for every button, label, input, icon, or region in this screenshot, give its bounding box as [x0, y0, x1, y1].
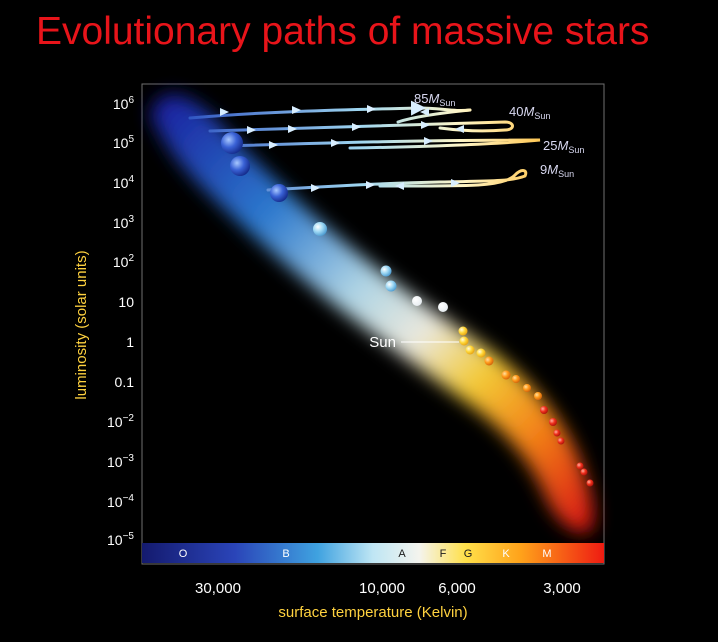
star-marker: [534, 392, 542, 400]
arrow-icon: [269, 141, 278, 149]
spectral-class-b: B: [282, 548, 289, 560]
track-label-40: 40MSun: [509, 104, 550, 121]
arrow-icon: [366, 181, 375, 189]
y-tick-label: 1: [126, 334, 134, 350]
arrow-icon: [331, 139, 340, 147]
star-marker: [465, 345, 475, 355]
track-arrows: [220, 105, 464, 192]
star-marker: [230, 156, 250, 176]
star-marker: [512, 375, 520, 383]
spectral-class-bar: [142, 543, 604, 563]
y-tick-label: 104: [113, 174, 135, 191]
x-axis-title: surface temperature (Kelvin): [278, 604, 467, 621]
star-marker: [458, 326, 468, 336]
track-label-25: 25MSun: [543, 138, 584, 155]
star-marker: [484, 356, 494, 366]
arrow-icon: [367, 105, 376, 113]
y-tick-label: 10−3: [107, 453, 134, 470]
y-tick-label: 102: [113, 253, 135, 270]
y-tick-label: 103: [113, 214, 135, 231]
x-tick-label: 3,000: [543, 580, 581, 597]
y-tick-label: 10−4: [107, 493, 134, 510]
arrow-icon: [424, 137, 433, 145]
y-axis-title: luminosity (solar units): [73, 250, 90, 399]
arrow-icon: [352, 123, 361, 131]
arrow-icon: [455, 125, 464, 133]
main-sequence-band: [150, 94, 594, 534]
spectral-class-a: A: [398, 548, 406, 560]
spectral-class-m: M: [542, 548, 551, 560]
arrow-icon: [288, 125, 297, 133]
track-85-msun-return: [396, 108, 472, 124]
star-marker: [580, 468, 588, 476]
y-tick-label: 106: [113, 95, 135, 112]
arrow-icon: [421, 121, 430, 129]
arrow-icon: [220, 108, 229, 116]
track-label-9: 9MSun: [540, 162, 574, 179]
sun-label: Sun: [369, 334, 396, 351]
y-axis: 106 105 104 103 102 10 1 0.1 10−2 10−3 1…: [107, 95, 134, 548]
star-marker: [553, 429, 561, 437]
star-marker: [221, 132, 243, 154]
star-marker: [412, 296, 422, 306]
star-marker: [380, 265, 392, 277]
x-tick-label: 10,000: [359, 580, 405, 597]
star-marker: [557, 437, 565, 445]
star-marker: [540, 406, 548, 414]
track-label-85: 85MSun: [414, 91, 455, 108]
star-marker: [459, 336, 469, 346]
star-marker: [438, 302, 448, 312]
y-tick-label: 10: [118, 294, 134, 310]
star-marker: [476, 348, 486, 358]
star-marker: [270, 184, 288, 202]
spectral-class-g: G: [464, 548, 473, 560]
y-tick-label: 105: [113, 134, 135, 151]
star-marker: [586, 479, 594, 487]
star-marker: [385, 280, 397, 292]
spectral-class-k: K: [502, 548, 510, 560]
x-tick-label: 6,000: [438, 580, 476, 597]
y-tick-label: 10−5: [107, 531, 134, 548]
arrow-icon: [420, 108, 429, 116]
arrow-icon: [247, 126, 256, 134]
star-marker: [501, 370, 511, 380]
y-tick-label: 10−2: [107, 413, 134, 430]
arrow-icon: [451, 179, 460, 187]
track-9-msun: [266, 169, 528, 192]
arrow-icon: [311, 184, 320, 192]
y-tick-label: 0.1: [115, 374, 135, 390]
star-marker: [313, 222, 327, 236]
star-marker: [576, 462, 584, 470]
arrow-icon: [395, 182, 404, 190]
spectral-class-o: O: [179, 548, 188, 560]
main-sequence-stars: [221, 132, 594, 487]
x-tick-label: 30,000: [195, 580, 241, 597]
star-marker: [549, 418, 557, 426]
spectral-class-f: F: [440, 548, 447, 560]
track-40-msun: [208, 120, 514, 133]
star-marker: [523, 384, 531, 392]
x-axis: 30,000 10,000 6,000 3,000: [195, 580, 581, 597]
page-title: Evolutionary paths of massive stars: [36, 10, 650, 53]
arrow-icon: [292, 106, 301, 114]
track-25-msun: [226, 138, 541, 150]
